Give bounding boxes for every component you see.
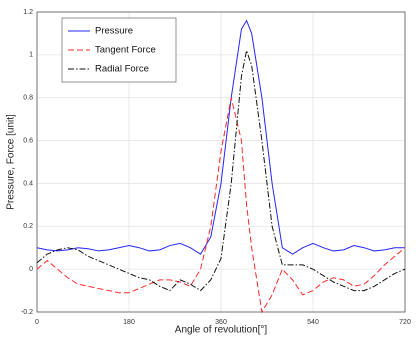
- x-tick-label: 540: [307, 319, 319, 326]
- y-tick-label: 0.4: [23, 180, 33, 187]
- y-tick-label: 1: [29, 52, 33, 59]
- legend-label: Tangent Force: [95, 45, 156, 56]
- y-tick-label: 1.2: [23, 9, 33, 16]
- x-tick-label: 720: [399, 319, 411, 326]
- legend-label: Pressure: [95, 26, 133, 37]
- x-axis-label: Angle of revolution[°]: [175, 325, 268, 336]
- y-tick-label: 0.8: [23, 95, 33, 102]
- y-tick-label: 0.2: [23, 223, 33, 230]
- y-tick-label: 0: [29, 266, 33, 273]
- y-axis-label: Pressure, Force [unit]: [6, 114, 17, 210]
- x-tick-label: 180: [123, 319, 135, 326]
- series-line: [36, 19, 405, 255]
- x-tick-label: 360: [215, 319, 227, 326]
- y-tick-label: 0.6: [23, 137, 33, 144]
- series-line: [36, 97, 406, 314]
- legend-label: Radial Force: [95, 64, 149, 75]
- series-line: [36, 48, 406, 292]
- plot-frame: [36, 11, 406, 313]
- y-tick-label: -0.2: [21, 309, 33, 316]
- x-tick-label: 0: [35, 319, 39, 326]
